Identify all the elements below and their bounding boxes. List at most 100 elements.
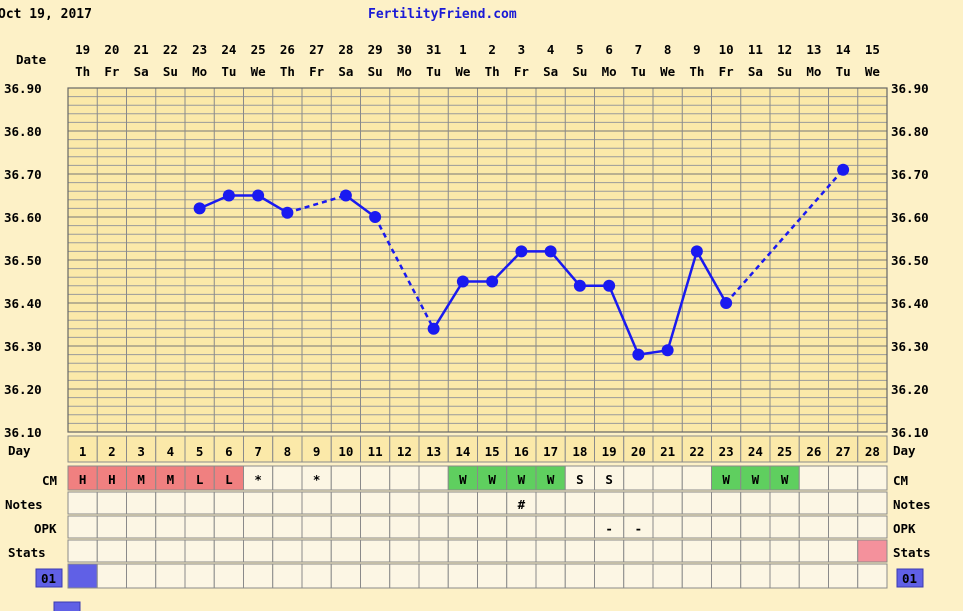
cm-value: * [254,472,262,487]
day-number: 24 [748,444,763,459]
temperature-segment [549,250,581,287]
day-cell [623,435,654,463]
stats-cell [711,539,742,563]
weekday-tick-label: Sa [134,64,149,79]
y-tick-label-left: 36.40 [4,296,42,311]
day-number: 22 [689,444,704,459]
day-cell [857,435,888,463]
date-tick-label: 19 [75,42,90,57]
date-tick-label: 11 [748,42,763,57]
row-labels-left: Day CM Notes OPK Stats [5,443,57,560]
stats-cell [740,539,771,563]
opk-cell [155,515,186,539]
cm-cell [506,465,537,491]
date-tick-label: 13 [806,42,821,57]
cycle-cell [477,563,508,589]
cm-value: W [488,472,496,487]
cycle-cell [769,563,800,589]
stats-cell [564,539,595,563]
cm-cell [126,465,157,491]
cm-cell [857,465,888,491]
plot-border [67,87,888,433]
cm-cell [798,465,829,491]
cycle-badge-left-label: 01 [41,571,56,586]
weekday-tick-label: We [455,64,471,79]
day-number: 5 [196,444,204,459]
cm-value: L [225,472,233,487]
opk-value: - [635,521,643,536]
weekday-tick-label: Sa [543,64,558,79]
temperature-segment [491,250,523,283]
cycle-cell [389,563,420,589]
cycle-cell [243,563,274,589]
stats-cell [272,539,303,563]
day-number: 16 [514,444,529,459]
cm-value: M [167,472,175,487]
temperature-point [603,279,616,292]
weekday-tick-label: Fr [309,64,325,79]
temperature-point [281,206,294,219]
opk-cell [360,515,391,539]
day-cell [477,435,508,463]
opk-cell [389,515,420,539]
notes-cell [828,491,859,515]
temperature-point [661,344,674,357]
cm-value: W [459,472,467,487]
day-cell [389,435,420,463]
date-tick-label: 7 [635,42,643,57]
notes-cell [155,491,186,515]
stats-cell [67,539,98,563]
legend-swatch [53,601,81,611]
plot-grid [67,87,888,433]
day-cell [594,435,625,463]
temperature-point [193,202,206,215]
y-tick-label-left: 36.60 [4,210,42,225]
opk-cell [96,515,127,539]
cycle-badge-left[interactable]: 01 [35,568,63,588]
cm-cell [67,465,98,491]
cm-cell [272,465,303,491]
date-tick-label: 9 [693,42,701,57]
day-row-label: Day [8,443,31,458]
stats-cell [681,539,712,563]
notes-cell [857,491,888,515]
stats-cell [535,539,566,563]
day-number: 12 [397,444,412,459]
temperature-point [427,322,440,335]
cm-value: H [79,472,87,487]
date-tick-label: 1 [459,42,467,57]
site-name[interactable]: FertilityFriend.com [368,7,517,22]
cm-cell [652,465,683,491]
weekday-tick-label: Sa [748,64,763,79]
opk-cell [330,515,361,539]
temperature-point [515,245,528,258]
notes-cell [798,491,829,515]
date-tick-label: 14 [836,42,851,57]
opk-cell [447,515,478,539]
weekday-tick-label: Th [280,64,295,79]
cm-cell [243,465,274,491]
stats-cell [418,539,449,563]
temperature-series [193,163,850,361]
day-cell [330,435,361,463]
notes-cell [301,491,332,515]
day-cell [828,435,859,463]
cm-cell [360,465,391,491]
cycle-cell [506,563,537,589]
cycle-cell [564,563,595,589]
day-number: 28 [865,444,880,459]
cycle-badge-right[interactable]: 01 [896,568,924,588]
day-number: 20 [631,444,646,459]
cm-value: S [576,472,584,487]
day-number: 17 [543,444,558,459]
notes-value: # [518,497,526,512]
temperature-point [632,348,645,361]
date-tick-label: 4 [547,42,555,57]
weekday-tick-label: Tu [221,64,236,79]
weekday-tick-label: Mo [397,64,412,79]
day-cell [740,435,771,463]
temperature-point [486,275,499,288]
y-tick-label-left: 36.70 [4,167,42,182]
notes-cell [535,491,566,515]
date-row-label: Date [16,52,47,67]
